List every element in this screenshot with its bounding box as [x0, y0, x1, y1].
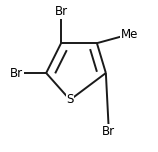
Text: Br: Br	[55, 5, 68, 18]
Text: Br: Br	[10, 67, 23, 79]
Text: Br: Br	[102, 125, 115, 138]
Text: S: S	[66, 93, 74, 106]
Text: Me: Me	[121, 28, 138, 41]
